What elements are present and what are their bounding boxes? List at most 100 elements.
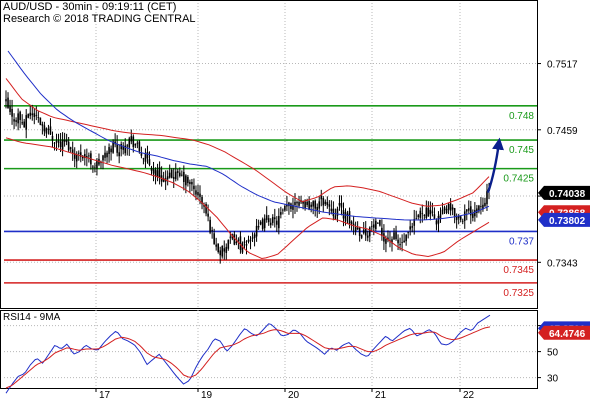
candle-body — [403, 240, 405, 243]
candle-body — [476, 208, 478, 213]
candle-body — [387, 237, 389, 241]
candle-body — [191, 181, 193, 185]
x-tick-label: 17 — [99, 390, 111, 400]
candle-body — [69, 147, 72, 149]
candle-body — [356, 227, 359, 230]
candle-body — [253, 234, 256, 238]
candle-body — [35, 115, 38, 116]
candle-body — [233, 234, 236, 245]
candle-body — [15, 120, 17, 122]
candle-body — [120, 143, 122, 150]
candle-body — [395, 232, 397, 240]
candle-body — [71, 149, 74, 153]
candle-body — [211, 229, 213, 231]
candle-body — [419, 210, 422, 218]
candle-body — [249, 239, 252, 241]
candle-body — [245, 243, 248, 246]
candle-body — [310, 204, 312, 207]
bollinger-upper-line — [5, 78, 490, 207]
candle-body — [193, 185, 195, 190]
candle-body — [375, 220, 377, 230]
candle-body — [25, 115, 28, 130]
candle-body — [185, 175, 187, 186]
candle-body — [11, 108, 13, 117]
candle-body — [482, 204, 484, 210]
candle-body — [467, 208, 470, 211]
candle-body — [338, 202, 341, 206]
candle-body — [201, 196, 203, 204]
price-marker: 0.74038 — [538, 185, 590, 200]
candle-body — [417, 215, 420, 218]
forecast-arrow — [486, 137, 504, 193]
candle-body — [366, 235, 369, 238]
rsi-tick-label: 30 — [547, 374, 559, 385]
candle-body — [265, 215, 268, 220]
moving-average-line — [7, 50, 490, 221]
candle-body — [383, 233, 385, 242]
candle-body — [146, 152, 149, 159]
chart-title: AUD/USD - 30min - 09:19:11 (CET) — [3, 1, 177, 13]
candle-body — [427, 207, 430, 217]
candle-body — [401, 242, 403, 243]
candle-body — [269, 222, 272, 226]
candle-body — [92, 166, 94, 168]
price-tick-label: 0.7459 — [547, 126, 578, 137]
candle-body — [47, 128, 50, 130]
candle-body — [316, 206, 319, 211]
price-marker-label: 0.74038 — [549, 189, 586, 200]
rsi-ma-line — [5, 326, 491, 389]
candle-body — [134, 143, 137, 146]
candle-body — [183, 171, 185, 183]
candle-body — [33, 113, 36, 117]
candle-body — [227, 239, 230, 249]
candle-body — [377, 222, 379, 224]
candle-body — [373, 224, 375, 228]
candle-body — [150, 167, 153, 171]
rsi-frame — [0, 310, 538, 389]
candle-body — [284, 205, 286, 211]
candle-body — [170, 169, 173, 178]
candle-body — [326, 202, 329, 206]
candle-body — [437, 215, 440, 224]
candle-body — [314, 200, 317, 209]
candle-body — [429, 209, 432, 215]
candle-body — [59, 141, 62, 147]
candle-body — [276, 220, 278, 225]
candle-body — [75, 153, 78, 162]
candle-body — [102, 155, 104, 161]
candle-body — [31, 113, 34, 116]
candle-body — [9, 106, 11, 113]
x-tick-label: 19 — [201, 390, 213, 400]
candle-body — [154, 169, 157, 176]
candle-body — [441, 209, 444, 215]
candle-body — [168, 172, 171, 178]
candle-body — [431, 211, 434, 213]
chart-source: Research © 2018 TRADING CENTRAL — [3, 13, 196, 25]
candle-body — [63, 140, 66, 142]
candle-body — [221, 245, 224, 257]
candle-body — [470, 206, 472, 216]
candle-body — [162, 178, 165, 182]
candle-body — [459, 216, 462, 220]
candle-body — [77, 152, 80, 154]
candle-body — [306, 201, 308, 205]
candle-body — [27, 114, 30, 118]
rsi-marker-label: 64.4746 — [549, 329, 586, 340]
candle-body — [421, 213, 424, 215]
candle-body — [203, 205, 205, 207]
candle-body — [241, 243, 244, 253]
candle-body — [334, 215, 337, 220]
rsi-marker: 64.4746 — [538, 325, 590, 340]
candle-body — [415, 218, 418, 220]
price-tick-label: 0.7343 — [547, 258, 578, 269]
candle-body — [360, 235, 363, 238]
candle-body — [94, 166, 96, 168]
price-tick-label: 0.7517 — [547, 60, 578, 71]
candle-body — [342, 210, 345, 219]
rsi-tick-label: 50 — [547, 348, 559, 359]
candle-body — [292, 204, 294, 210]
candle-body — [461, 220, 464, 222]
candle-body — [118, 152, 120, 157]
candle-body — [340, 203, 343, 208]
candle-body — [385, 238, 387, 244]
